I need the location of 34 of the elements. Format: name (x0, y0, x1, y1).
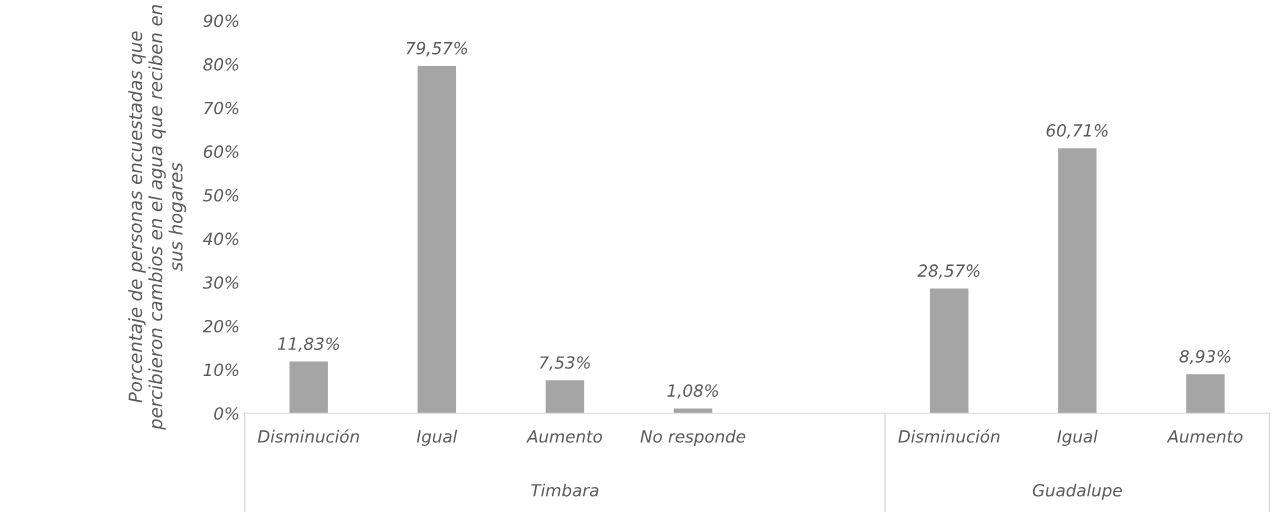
y-tick-label: 60% (203, 145, 239, 158)
data-label: 1,08% (667, 384, 718, 399)
data-label: 79,57% (406, 41, 468, 57)
y-tick-label: 40% (203, 232, 239, 246)
bar (930, 288, 969, 414)
y-tick-label: 90% (203, 14, 239, 28)
x-tick-label: Aumento (1166, 430, 1243, 443)
y-tick-label: 80% (203, 58, 239, 71)
data-label: 28,57% (917, 264, 980, 279)
bar (1058, 148, 1097, 414)
x-tick-label: Igual (1057, 429, 1098, 446)
y-tick-label: 50% (203, 188, 239, 202)
y-tick-label: 10% (203, 363, 239, 377)
x-tick-label: No responde (640, 429, 746, 446)
y-axis-title: Porcentaje de personas encuestadas que percibieron cambios en el agua que reciben en sus hogares (128, 5, 187, 430)
y-tick-label: 30% (202, 276, 239, 289)
data-label: 8,93% (1179, 350, 1231, 365)
bar (1186, 374, 1225, 414)
data-label: 60,71% (1046, 124, 1108, 139)
y-tick-label: 0% (214, 407, 239, 420)
y-tick-label: 70% (204, 101, 239, 115)
y-tick-label: 20% (202, 319, 239, 333)
bar (673, 408, 713, 414)
x-tick-label: Igual (416, 429, 458, 446)
x-tick-label: Disminución (898, 429, 1000, 443)
bar (417, 65, 457, 414)
text: Timbara (531, 483, 599, 497)
x-tick-label: Disminución (257, 429, 359, 443)
x-tick-label: Aumento (526, 430, 603, 443)
bar (289, 361, 328, 414)
bar (545, 380, 585, 414)
text: Guadalupe (1032, 483, 1122, 500)
data-label: 7,53% (540, 356, 590, 371)
data-label: 11,83% (277, 337, 339, 352)
